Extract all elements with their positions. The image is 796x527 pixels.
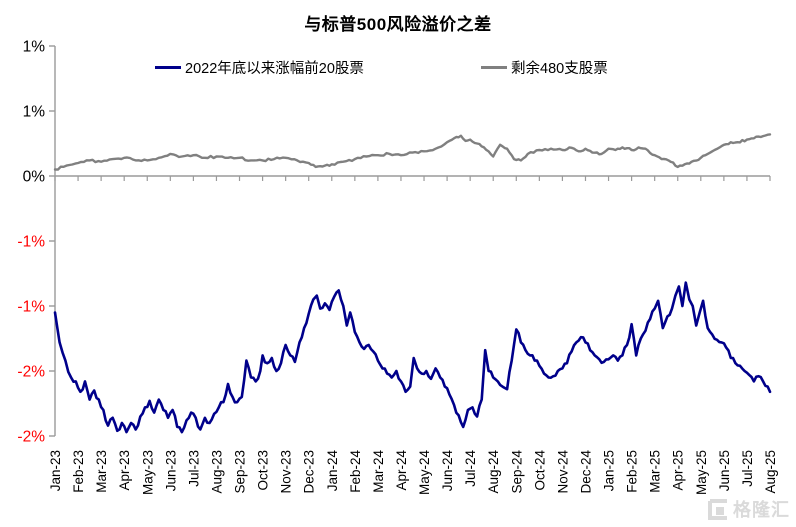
- svg-text:Jan-23: Jan-23: [48, 450, 63, 491]
- svg-text:Dec-23: Dec-23: [302, 450, 317, 494]
- svg-text:Oct-23: Oct-23: [256, 450, 271, 491]
- svg-text:Jul-24: Jul-24: [463, 450, 478, 487]
- svg-text:Nov-24: Nov-24: [555, 450, 570, 494]
- gelonghui-logo-icon: [708, 498, 727, 520]
- svg-text:Jul-23: Jul-23: [186, 450, 201, 487]
- chart-title: 与标普500风险溢价之差: [304, 15, 492, 34]
- svg-text:Mar-25: Mar-25: [648, 450, 663, 493]
- svg-text:Feb-23: Feb-23: [71, 450, 86, 493]
- svg-text:Mar-23: Mar-23: [94, 450, 109, 493]
- svg-text:Aug-24: Aug-24: [486, 450, 501, 494]
- svg-text:Dec-24: Dec-24: [579, 450, 594, 494]
- svg-text:Jan-24: Jan-24: [325, 450, 340, 492]
- svg-text:Jun-25: Jun-25: [717, 450, 732, 491]
- svg-text:Feb-25: Feb-25: [625, 450, 640, 493]
- legend-swatch-top20: [155, 65, 181, 69]
- svg-text:0%: 0%: [23, 169, 46, 186]
- svg-text:-1%: -1%: [17, 234, 45, 251]
- svg-text:Sep-24: Sep-24: [509, 450, 524, 494]
- legend-item-rest480: 剩余480支股票: [481, 57, 608, 77]
- svg-text:Apr-24: Apr-24: [394, 450, 409, 491]
- svg-text:Sep-23: Sep-23: [233, 450, 248, 494]
- svg-text:Jan-25: Jan-25: [602, 450, 617, 491]
- legend-swatch-rest480: [481, 65, 507, 69]
- svg-text:Apr-25: Apr-25: [671, 450, 686, 491]
- svg-text:Jul-25: Jul-25: [740, 450, 755, 487]
- svg-text:Nov-23: Nov-23: [279, 450, 294, 494]
- svg-text:May-25: May-25: [694, 450, 709, 495]
- svg-text:May-24: May-24: [417, 450, 432, 496]
- legend-label-top20: 2022年底以来涨幅前20股票: [185, 60, 364, 77]
- svg-text:-2%: -2%: [17, 364, 45, 381]
- svg-text:-1%: -1%: [17, 299, 45, 316]
- svg-text:Oct-24: Oct-24: [532, 450, 547, 491]
- svg-text:Mar-24: Mar-24: [371, 450, 386, 493]
- svg-text:Jun-23: Jun-23: [163, 450, 178, 491]
- legend-item-top20: 2022年底以来涨幅前20股票: [155, 57, 364, 77]
- svg-text:Feb-24: Feb-24: [348, 450, 363, 493]
- legend: 2022年底以来涨幅前20股票 剩余480支股票: [0, 57, 796, 77]
- svg-text:-2%: -2%: [17, 429, 45, 446]
- svg-text:Aug-25: Aug-25: [763, 450, 778, 494]
- svg-text:Aug-23: Aug-23: [210, 450, 225, 494]
- svg-text:Apr-23: Apr-23: [117, 450, 132, 491]
- svg-text:May-23: May-23: [140, 450, 155, 495]
- svg-text:1%: 1%: [23, 104, 46, 121]
- legend-label-rest480: 剩余480支股票: [511, 60, 608, 77]
- svg-text:Jun-24: Jun-24: [440, 450, 455, 492]
- watermark-text: 格隆汇: [733, 500, 790, 520]
- watermark: 格隆汇: [707, 496, 790, 522]
- svg-text:1%: 1%: [23, 39, 46, 56]
